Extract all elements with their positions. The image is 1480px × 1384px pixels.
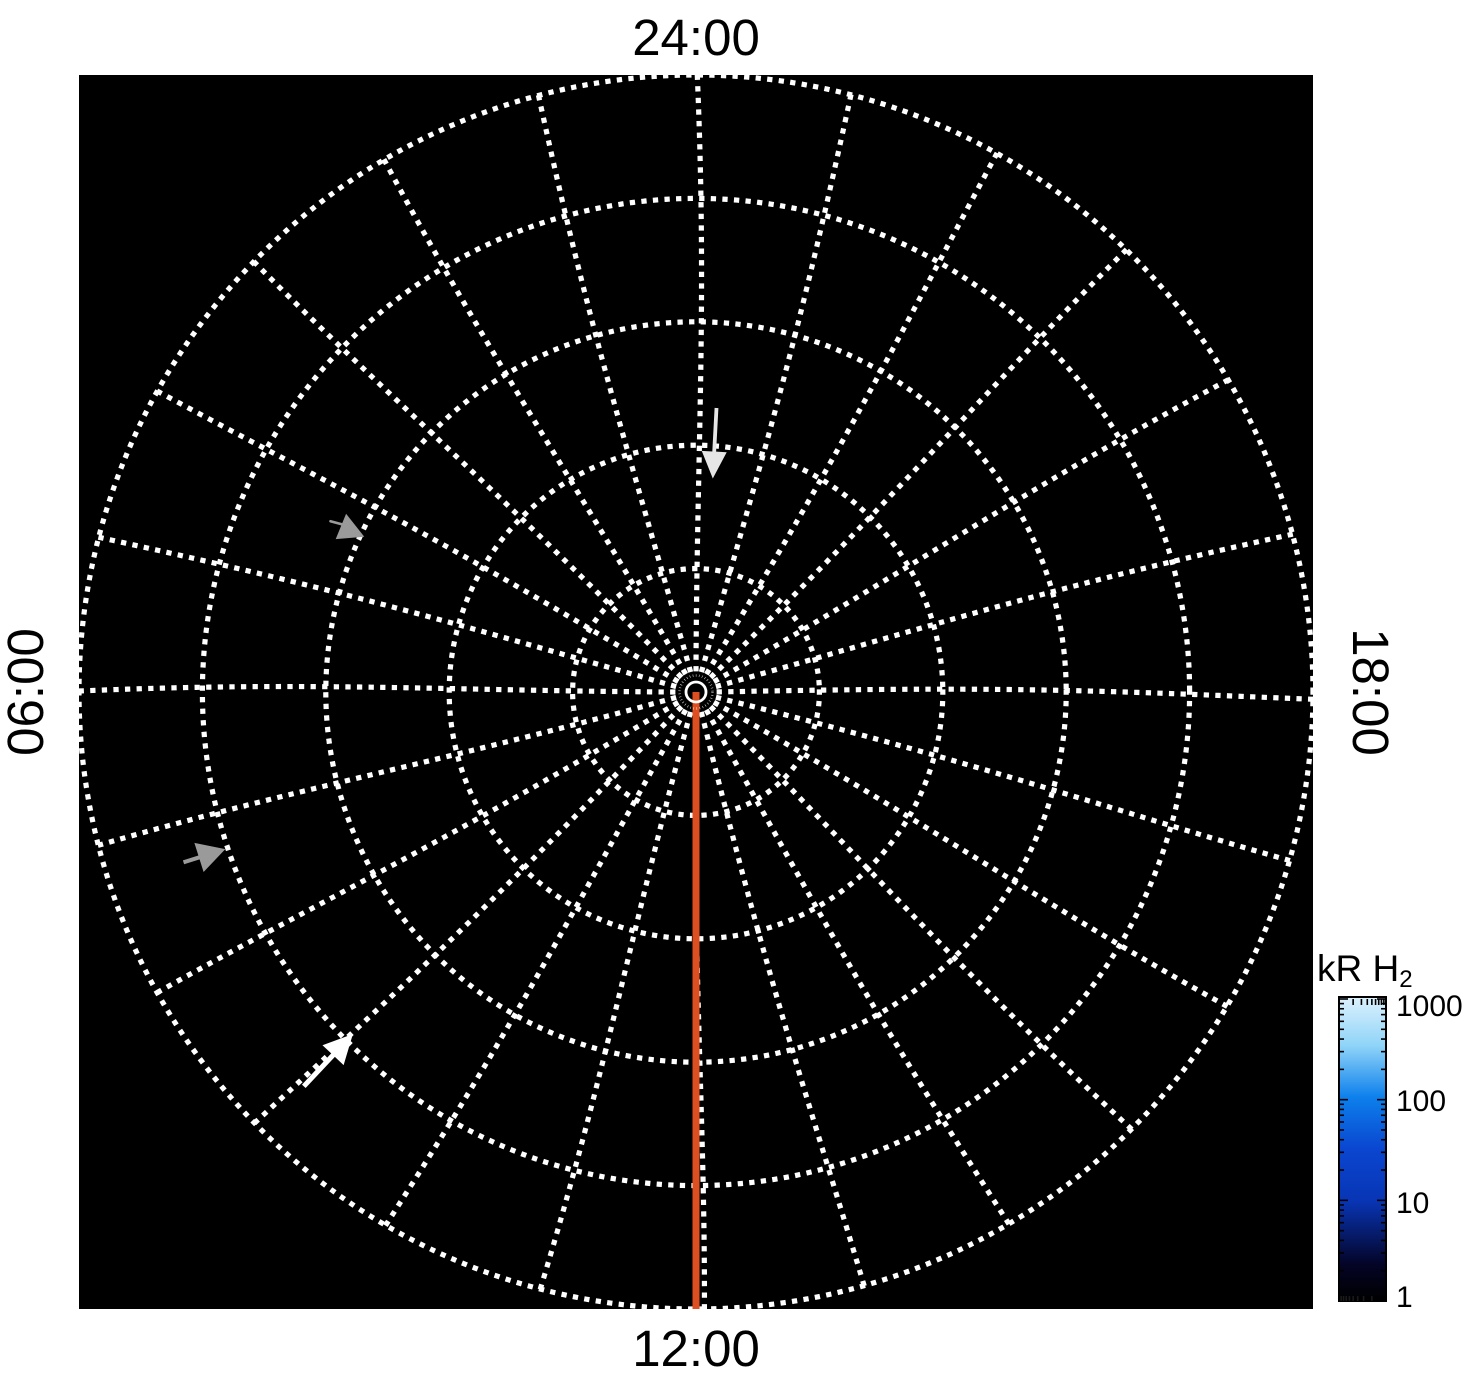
- svg-text:1000: 1000: [1396, 990, 1463, 1023]
- svg-text:kR H2: kR H2: [1317, 948, 1413, 993]
- svg-text:10: 10: [1396, 1187, 1429, 1220]
- svg-text:24:00: 24:00: [632, 9, 760, 66]
- svg-text:12:00: 12:00: [632, 1320, 760, 1377]
- svg-text:100: 100: [1396, 1085, 1446, 1118]
- svg-text:18:00: 18:00: [1342, 628, 1399, 756]
- svg-text:06:00: 06:00: [0, 628, 54, 756]
- svg-text:1: 1: [1396, 1281, 1413, 1314]
